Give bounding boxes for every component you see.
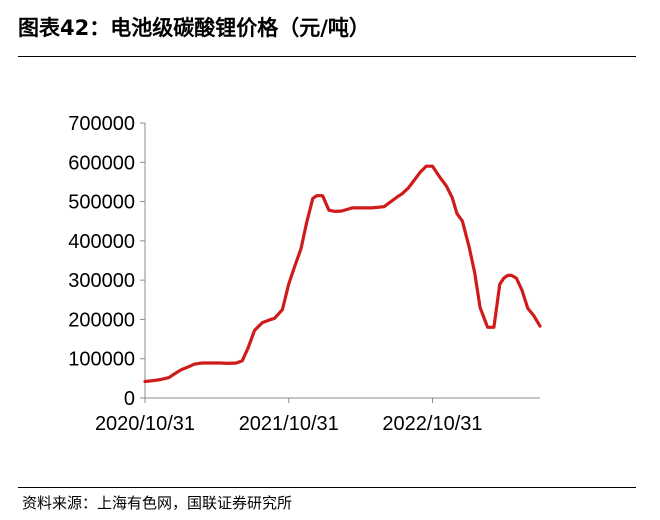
x-tick-label: 2020/10/31 — [95, 413, 195, 435]
y-tick-label: 100000 — [68, 349, 135, 371]
y-tick-label: 200000 — [68, 309, 135, 331]
y-tick-label: 400000 — [68, 231, 135, 253]
x-tick-label: 2021/10/31 — [239, 413, 339, 435]
x-tick-label: 2022/10/31 — [382, 413, 482, 435]
price-series-line — [143, 164, 542, 384]
y-axis-ticks: 0 100000 200000 300000 400000 500000 600000 700… — [68, 113, 145, 410]
title-rule — [18, 56, 636, 57]
figure-title: 图表42：电池级碳酸锂价格（元/吨） — [18, 16, 370, 40]
y-tick-label: 500000 — [68, 192, 135, 214]
y-tick-label: 700000 — [68, 113, 135, 135]
y-tick-label: 300000 — [68, 270, 135, 292]
source-rule — [18, 487, 636, 488]
y-tick-label: 0 — [124, 388, 135, 410]
price-line-chart: 0 100000 200000 300000 400000 500000 600000 700… — [68, 113, 542, 435]
source-note: 资料来源：上海有色网，国联证券研究所 — [22, 494, 293, 512]
y-tick-label: 600000 — [68, 152, 135, 174]
x-axis-ticks: 2020/10/31 2021/10/31 2022/10/31 — [95, 398, 483, 435]
chart-axes — [144, 123, 540, 399]
chart-series — [143, 164, 542, 384]
